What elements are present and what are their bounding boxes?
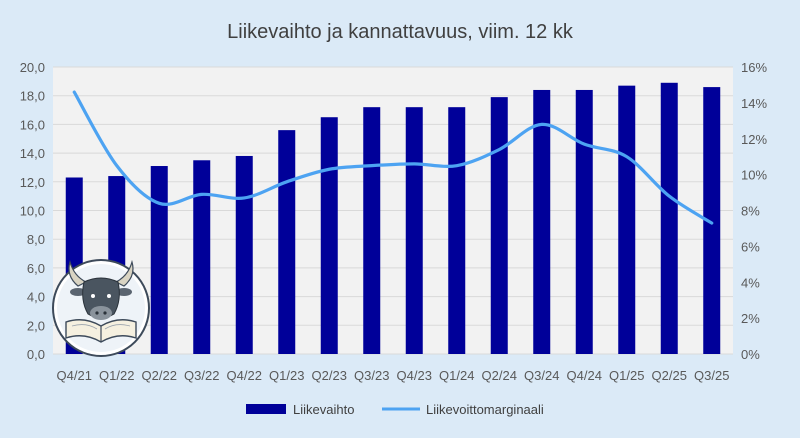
legend: Liikevaihto Liikevoittomarginaali bbox=[246, 402, 544, 417]
bar-Q1/24 bbox=[448, 107, 466, 355]
y-left-tick-label: 18,0 bbox=[20, 89, 45, 104]
y-right-tick-label: 0% bbox=[741, 347, 760, 362]
y-left-tick-label: 0,0 bbox=[27, 347, 45, 362]
y-left-tick-label: 4,0 bbox=[27, 290, 45, 305]
y-right-tick-label: 6% bbox=[741, 239, 760, 254]
bull-reading-book-logo bbox=[52, 259, 150, 357]
bar-Q3/23 bbox=[363, 107, 381, 355]
x-tick-label: Q2/24 bbox=[482, 368, 517, 383]
y-left-tick-label: 16,0 bbox=[20, 117, 45, 132]
bar-Q4/23 bbox=[405, 107, 423, 355]
x-tick-label: Q3/22 bbox=[184, 368, 219, 383]
y-left-tick-label: 6,0 bbox=[27, 261, 45, 276]
y-right-tick-label: 14% bbox=[741, 96, 767, 111]
y-left-tick-label: 8,0 bbox=[27, 232, 45, 247]
y-left-tick-label: 10,0 bbox=[20, 204, 45, 219]
line-liikevoittomarginaali bbox=[72, 90, 714, 225]
x-tick-label: Q4/24 bbox=[567, 368, 602, 383]
bar-Q1/25 bbox=[618, 85, 636, 354]
x-tick-label: Q3/25 bbox=[694, 368, 729, 383]
bar-Q3/25 bbox=[703, 87, 721, 354]
x-tick-label: Q1/22 bbox=[99, 368, 134, 383]
x-tick-label: Q1/25 bbox=[609, 368, 644, 383]
bars-liikevaihto bbox=[65, 82, 721, 355]
x-tick-label: Q2/23 bbox=[312, 368, 347, 383]
y-left-tick-label: 2,0 bbox=[27, 318, 45, 333]
x-tick-label: Q2/22 bbox=[142, 368, 177, 383]
bar-Q3/22 bbox=[193, 160, 211, 354]
x-axis: Q4/21 Q1/22 Q2/22 Q3/22 Q4/22 Q1/23 Q2/23 Q3/23… bbox=[57, 368, 730, 383]
line-path-liikevoittomarginaali bbox=[72, 90, 714, 225]
legend-label-liikevaihto: Liikevaihto bbox=[293, 402, 354, 417]
y-left-tick-label: 14,0 bbox=[20, 146, 45, 161]
x-tick-label: Q1/24 bbox=[439, 368, 474, 383]
y-left-tick-label: 12,0 bbox=[20, 175, 45, 190]
x-tick-label: Q4/21 bbox=[57, 368, 92, 383]
x-tick-label: Q1/23 bbox=[269, 368, 304, 383]
y-right-tick-label: 2% bbox=[741, 311, 760, 326]
x-tick-label: Q3/24 bbox=[524, 368, 559, 383]
bar-Q2/23 bbox=[320, 117, 338, 354]
bar-Q2/24 bbox=[490, 97, 508, 354]
bar-Q3/24 bbox=[533, 89, 551, 355]
y-right-tick-label: 16% bbox=[741, 60, 767, 75]
y-right-tick-label: 8% bbox=[741, 204, 760, 219]
x-tick-label: Q4/23 bbox=[397, 368, 432, 383]
legend-label-liikevoittomarginaali: Liikevoittomarginaali bbox=[426, 402, 544, 417]
bar-Q1/23 bbox=[278, 130, 296, 354]
y-left-tick-label: 20,0 bbox=[20, 60, 45, 75]
x-tick-label: Q3/23 bbox=[354, 368, 389, 383]
bar-Q4/22 bbox=[235, 155, 253, 354]
bar-Q2/25 bbox=[660, 82, 678, 354]
x-tick-label: Q4/22 bbox=[227, 368, 262, 383]
x-tick-label: Q2/25 bbox=[652, 368, 687, 383]
y-right-tick-label: 10% bbox=[741, 168, 767, 183]
y-axis-left: 0,0 2,0 4,0 6,0 8,0 10,0 12,0 14,0 16,0 18,0 20,0 bbox=[20, 60, 45, 362]
bar-Q2/22 bbox=[150, 166, 168, 354]
y-right-tick-label: 4% bbox=[741, 275, 760, 290]
y-axis-right: 0% 2% 4% 6% 8% 10% 12% 14% 16% bbox=[741, 60, 767, 362]
bar-Q4/24 bbox=[575, 89, 593, 355]
legend-swatch-liikevaihto bbox=[246, 404, 286, 414]
y-right-tick-label: 12% bbox=[741, 132, 767, 147]
chart-title: Liikevaihto ja kannattavuus, viim. 12 kk bbox=[227, 21, 574, 43]
